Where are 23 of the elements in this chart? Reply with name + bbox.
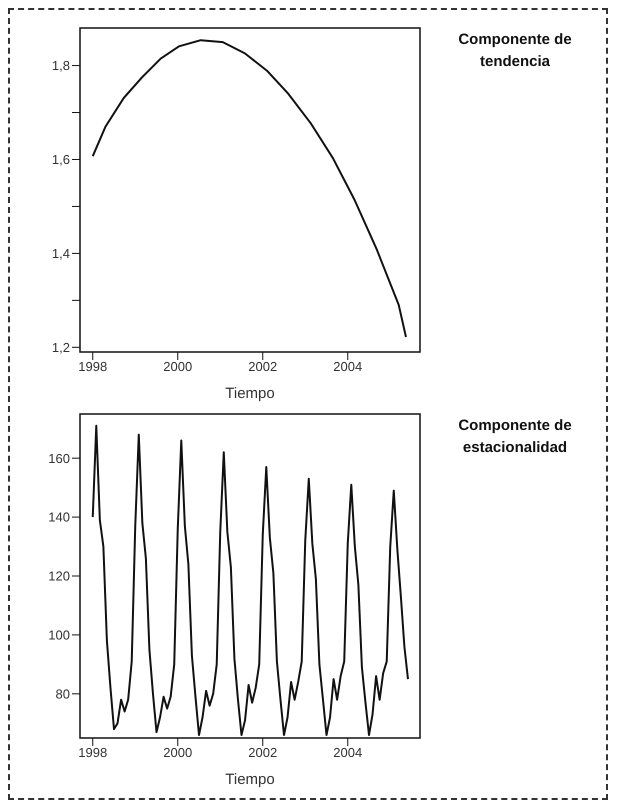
x-tick-label: 2002 <box>248 745 278 760</box>
x-tick-label: 2002 <box>248 359 278 374</box>
x-tick-label: 1998 <box>78 359 108 374</box>
x-tick-label: 2004 <box>333 745 362 760</box>
x-tick-label: 1998 <box>78 745 108 760</box>
line-series <box>92 424 409 736</box>
y-tick-label: 120 <box>48 568 70 584</box>
text: Componente de tendencia <box>458 31 572 70</box>
y-tick-label: 1,6 <box>52 152 70 168</box>
x-tick-label: 2000 <box>163 359 192 374</box>
x-axis-title: Tiempo <box>225 385 275 402</box>
y-tick-label: 100 <box>48 628 70 643</box>
y-tick-label: 140 <box>48 510 70 525</box>
x-axis-title: Tiempo <box>225 771 275 788</box>
line-series <box>92 39 407 338</box>
text: Componente de estacionalidad <box>458 417 572 456</box>
y-tick-label: 1,4 <box>52 246 70 262</box>
y-tick-label: 1,8 <box>52 58 70 74</box>
x-tick-label: 2000 <box>163 745 192 760</box>
y-tick-label: 160 <box>48 450 70 466</box>
y-tick-label: 80 <box>56 686 70 702</box>
x-tick-label: 2004 <box>333 359 362 374</box>
y-tick-label: 1,2 <box>52 340 70 355</box>
